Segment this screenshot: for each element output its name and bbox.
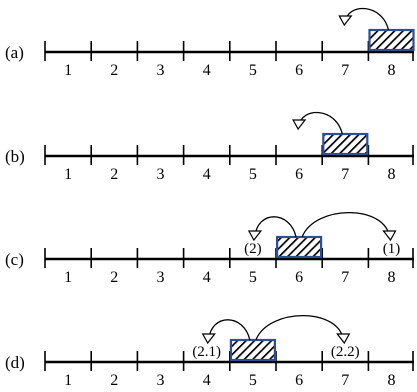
position-label: 4 bbox=[203, 62, 211, 79]
curved-arrow bbox=[208, 319, 251, 341]
position-label: 8 bbox=[388, 166, 396, 183]
position-label: 1 bbox=[64, 166, 72, 183]
position-label: 5 bbox=[249, 62, 257, 79]
curved-arrow bbox=[254, 216, 297, 238]
position-label: 7 bbox=[341, 269, 349, 286]
hatched-block bbox=[322, 132, 369, 156]
panel-c: (c) 1 2 3 4 5 6 7 8 (2) (1) bbox=[5, 211, 414, 286]
position-label: 1 bbox=[64, 269, 72, 286]
panel-label: (d) bbox=[5, 353, 25, 372]
curved-arrow bbox=[255, 314, 344, 341]
position-label: 1 bbox=[64, 372, 72, 389]
position-label: 8 bbox=[388, 372, 396, 389]
position-label: 2 bbox=[110, 62, 118, 79]
arrow-head-icon bbox=[338, 15, 353, 27]
panel-label: (b) bbox=[5, 147, 25, 166]
position-label: 5 bbox=[249, 269, 257, 286]
move-annotation: (1) bbox=[383, 241, 401, 257]
panel-b: (b) 1 2 3 4 5 6 7 8 bbox=[5, 111, 414, 183]
arrow-head-icon bbox=[382, 230, 397, 242]
position-label: 3 bbox=[157, 62, 165, 79]
position-label: 6 bbox=[295, 269, 303, 286]
position-label: 8 bbox=[388, 269, 396, 286]
panel-a: (a) 1 2 3 4 5 6 7 8 bbox=[5, 7, 415, 79]
hatched-block bbox=[276, 235, 323, 259]
position-label: 7 bbox=[341, 372, 349, 389]
position-label: 2 bbox=[110, 372, 118, 389]
position-label: 3 bbox=[157, 269, 165, 286]
move-annotation: (2) bbox=[244, 241, 262, 257]
position-label: 3 bbox=[157, 166, 165, 183]
arrow-head-icon bbox=[247, 230, 263, 242]
position-label: 4 bbox=[203, 372, 211, 389]
position-label: 7 bbox=[341, 166, 349, 183]
panel-label: (c) bbox=[5, 250, 24, 269]
position-label: 7 bbox=[341, 62, 349, 79]
position-label: 8 bbox=[388, 62, 396, 79]
move-annotation: (2.2) bbox=[331, 344, 360, 360]
position-label: 4 bbox=[203, 269, 211, 286]
hatched-block bbox=[368, 28, 415, 52]
panel-d: (d) 1 2 3 4 5 6 7 8 (2.1) (2.2) bbox=[5, 314, 414, 389]
position-label: 5 bbox=[249, 372, 257, 389]
position-label: 5 bbox=[249, 166, 257, 183]
position-label: 1 bbox=[64, 62, 72, 79]
position-label: 6 bbox=[295, 372, 303, 389]
position-label: 4 bbox=[203, 166, 211, 183]
arrow-head-icon bbox=[336, 333, 351, 345]
position-label: 6 bbox=[295, 62, 303, 79]
position-label: 6 bbox=[295, 166, 303, 183]
curved-arrow bbox=[344, 7, 390, 31]
panel-label: (a) bbox=[5, 43, 24, 62]
move-annotation: (2.1) bbox=[192, 344, 221, 360]
arrow-head-icon bbox=[292, 119, 307, 131]
hatched-block bbox=[229, 338, 276, 362]
position-label: 3 bbox=[157, 372, 165, 389]
curved-arrow bbox=[298, 111, 343, 135]
position-label: 2 bbox=[110, 166, 118, 183]
curved-arrow bbox=[301, 211, 391, 238]
position-label: 2 bbox=[110, 269, 118, 286]
arrow-head-icon bbox=[201, 333, 216, 345]
